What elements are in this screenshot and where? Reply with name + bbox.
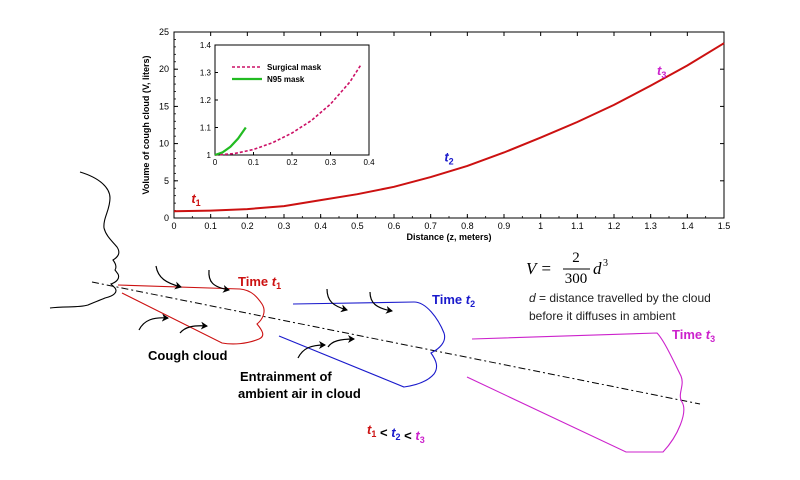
time-annotation-t1: t1	[191, 191, 200, 208]
main-x-tick-label: 1.5	[718, 221, 731, 231]
main-x-tick-label: 0.4	[314, 221, 327, 231]
volume-equation: V = 2 300 d 3	[526, 250, 608, 287]
main-x-tick-label: 1.1	[571, 221, 584, 231]
cloud-t2-outline	[278, 301, 446, 388]
entrainment-arrows	[138, 265, 393, 359]
main-x-axis-label: Distance (z, meters)	[406, 232, 491, 242]
main-y-tick-label: 10	[159, 139, 169, 149]
face-profile	[49, 171, 120, 309]
main-x-tick-label: 0.8	[461, 221, 474, 231]
entrainment-arrow	[297, 341, 326, 359]
main-x-tick-label: 0.5	[351, 221, 364, 231]
equation-numerator: 2	[572, 250, 580, 266]
inset-x-tick-label: 0.1	[248, 158, 260, 167]
main-x-tick-label: 0.1	[204, 221, 217, 231]
time-t3-label: Time t3	[672, 327, 715, 344]
inset-y-axis: 1 1.1 1.2 1.3 1.4	[200, 41, 218, 160]
cough-diagram: Time t1 Time t2 Time t3 Cough cloud Entr…	[49, 171, 715, 453]
main-y-tick-label: 5	[164, 176, 169, 186]
main-x-tick-label: 1.3	[644, 221, 657, 231]
main-x-tick-label: 1.2	[608, 221, 621, 231]
main-x-tick-label: 0.3	[278, 221, 291, 231]
inset-y-tick-label: 1.1	[200, 124, 212, 133]
main-x-tick-label: 0.6	[388, 221, 401, 231]
main-y-tick-label: 0	[164, 213, 169, 223]
entrainment-arrow	[369, 291, 393, 314]
time-annotation-t3: t3	[657, 63, 666, 80]
inset-legend: Surgical mask N95 mask	[232, 63, 322, 84]
inset-n95-line	[214, 126, 247, 157]
inset-chart: 0 0.1 0.2 0.3 0.4 1 1.1 1.2 1.3 1.4 Surgical mas…	[200, 41, 375, 167]
legend-surgical-label: Surgical mask	[267, 63, 322, 72]
time-t2-label: Time t2	[432, 292, 475, 309]
main-annotations: t1 t2 t3	[191, 63, 666, 208]
trajectory-axis	[91, 281, 701, 405]
inset-y-tick-label: 1.4	[200, 41, 212, 50]
time-annotation-t2: t2	[444, 149, 453, 166]
cloud-t3-outline	[466, 332, 685, 453]
main-chart: 0 0.1 0.2 0.3 0.4 0.5 0.6 0.7 0.8 0.9 1 1.1 1.2 1.3 1.…	[141, 27, 730, 242]
main-y-tick-label: 25	[159, 27, 169, 37]
entrainment-label-line-1: Entrainment of	[240, 369, 332, 384]
equation-exponent: 3	[603, 258, 608, 269]
definition-line-1: d = distance travelled by the cloud	[529, 291, 711, 305]
inset-x-tick-label: 0.3	[325, 158, 337, 167]
inset-x-tick-label: 0.4	[363, 158, 375, 167]
inset-x-tick-label: 0.2	[286, 158, 298, 167]
equation-lhs: V =	[526, 259, 552, 278]
main-x-tick-label: 1.4	[681, 221, 694, 231]
main-x-tick-label: 0.2	[241, 221, 254, 231]
main-x-tick-label: 1	[538, 221, 543, 231]
main-series-line	[173, 42, 725, 213]
cough-cloud-label: Cough cloud	[148, 348, 227, 363]
entrainment-arrow	[326, 288, 348, 313]
entrainment-arrow	[327, 335, 355, 348]
distance-definition: d = distance travelled by the cloud befo…	[529, 291, 711, 323]
inset-surgical-line	[214, 63, 362, 156]
main-y-tick-label: 15	[159, 101, 169, 111]
main-x-tick-label: 0.9	[498, 221, 511, 231]
time-t1-label: Time t1	[238, 274, 281, 291]
inset-y-tick-label: 1.2	[200, 96, 212, 105]
entrainment-arrow	[179, 321, 208, 334]
entrainment-arrow	[155, 265, 182, 290]
entrainment-label-line-2: ambient air in cloud	[238, 386, 361, 401]
entrainment-arrow	[208, 269, 230, 293]
main-x-axis: 0 0.1 0.2 0.3 0.4 0.5 0.6 0.7 0.8 0.9 1 1.1 1.2 1.3 1.…	[171, 32, 730, 231]
entrainment-arrow	[138, 313, 169, 331]
equation-rhs: d	[593, 259, 602, 278]
cloud-t1-outline	[117, 284, 265, 345]
main-x-tick-label: 0.7	[424, 221, 437, 231]
inset-x-tick-label: 0	[213, 158, 218, 167]
main-y-axis-label: Volume of cough cloud (V, liters)	[141, 55, 151, 194]
inset-y-tick-label: 1	[207, 151, 212, 160]
inset-x-axis: 0 0.1 0.2 0.3 0.4	[213, 152, 375, 167]
definition-line-2: before it diffuses in ambient	[529, 309, 676, 323]
equation-denominator: 300	[565, 271, 588, 287]
time-ordering: t1 < t2 < t3	[367, 422, 425, 445]
main-x-tick-label: 0	[171, 221, 176, 231]
main-y-tick-label: 20	[159, 64, 169, 74]
legend-n95-label: N95 mask	[267, 75, 305, 84]
inset-y-tick-label: 1.3	[200, 69, 212, 78]
